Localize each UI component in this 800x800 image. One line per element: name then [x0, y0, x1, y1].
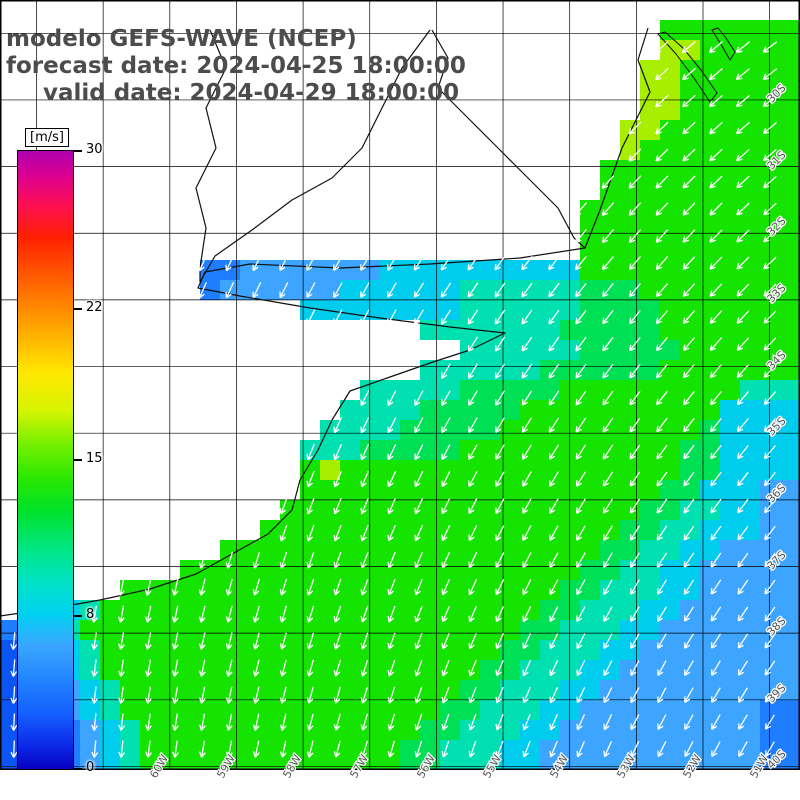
coastline-path: [0, 27, 651, 617]
colorbar-tick-mark: [73, 150, 82, 152]
colorbar-tick-label: 30: [86, 142, 103, 157]
colorbar-tick-mark: [73, 459, 82, 461]
valid-date: valid date: 2024-04-29 18:00:00: [43, 80, 460, 106]
border-line: [431, 29, 586, 249]
colorbar-tick-mark: [73, 307, 82, 310]
colorbar-tick-label: 15: [86, 451, 103, 466]
wind-direction-arrows: [10, 40, 778, 758]
colorbar-tick-mark: [73, 768, 82, 770]
colorbar-unit-label: [m/s]: [25, 128, 69, 147]
map-frame: [0, 0, 800, 770]
wave-field: [0, 20, 800, 770]
title-block: modelo GEFS-WAVE (NCEP) forecast date: 2…: [6, 26, 466, 107]
model-title: modelo GEFS-WAVE (NCEP): [6, 26, 357, 52]
colorbar: [m/s] 30 22 15 8 0: [17, 128, 103, 775]
colorbar-tick-label: 0: [86, 760, 95, 775]
border-line: [195, 29, 227, 282]
coastline-borders: [0, 27, 736, 617]
forecast-date: forecast date: 2024-04-25 18:00:00: [6, 53, 466, 79]
colorbar-tick-label: 8: [86, 607, 95, 623]
colorbar-gradient: [17, 150, 74, 770]
colorbar-tick-label: 22: [86, 299, 103, 315]
lagoon-outline: [711, 27, 736, 61]
lagoon-outline: [657, 31, 718, 103]
border-line: [199, 29, 431, 283]
colorbar-tick-mark: [73, 615, 82, 618]
